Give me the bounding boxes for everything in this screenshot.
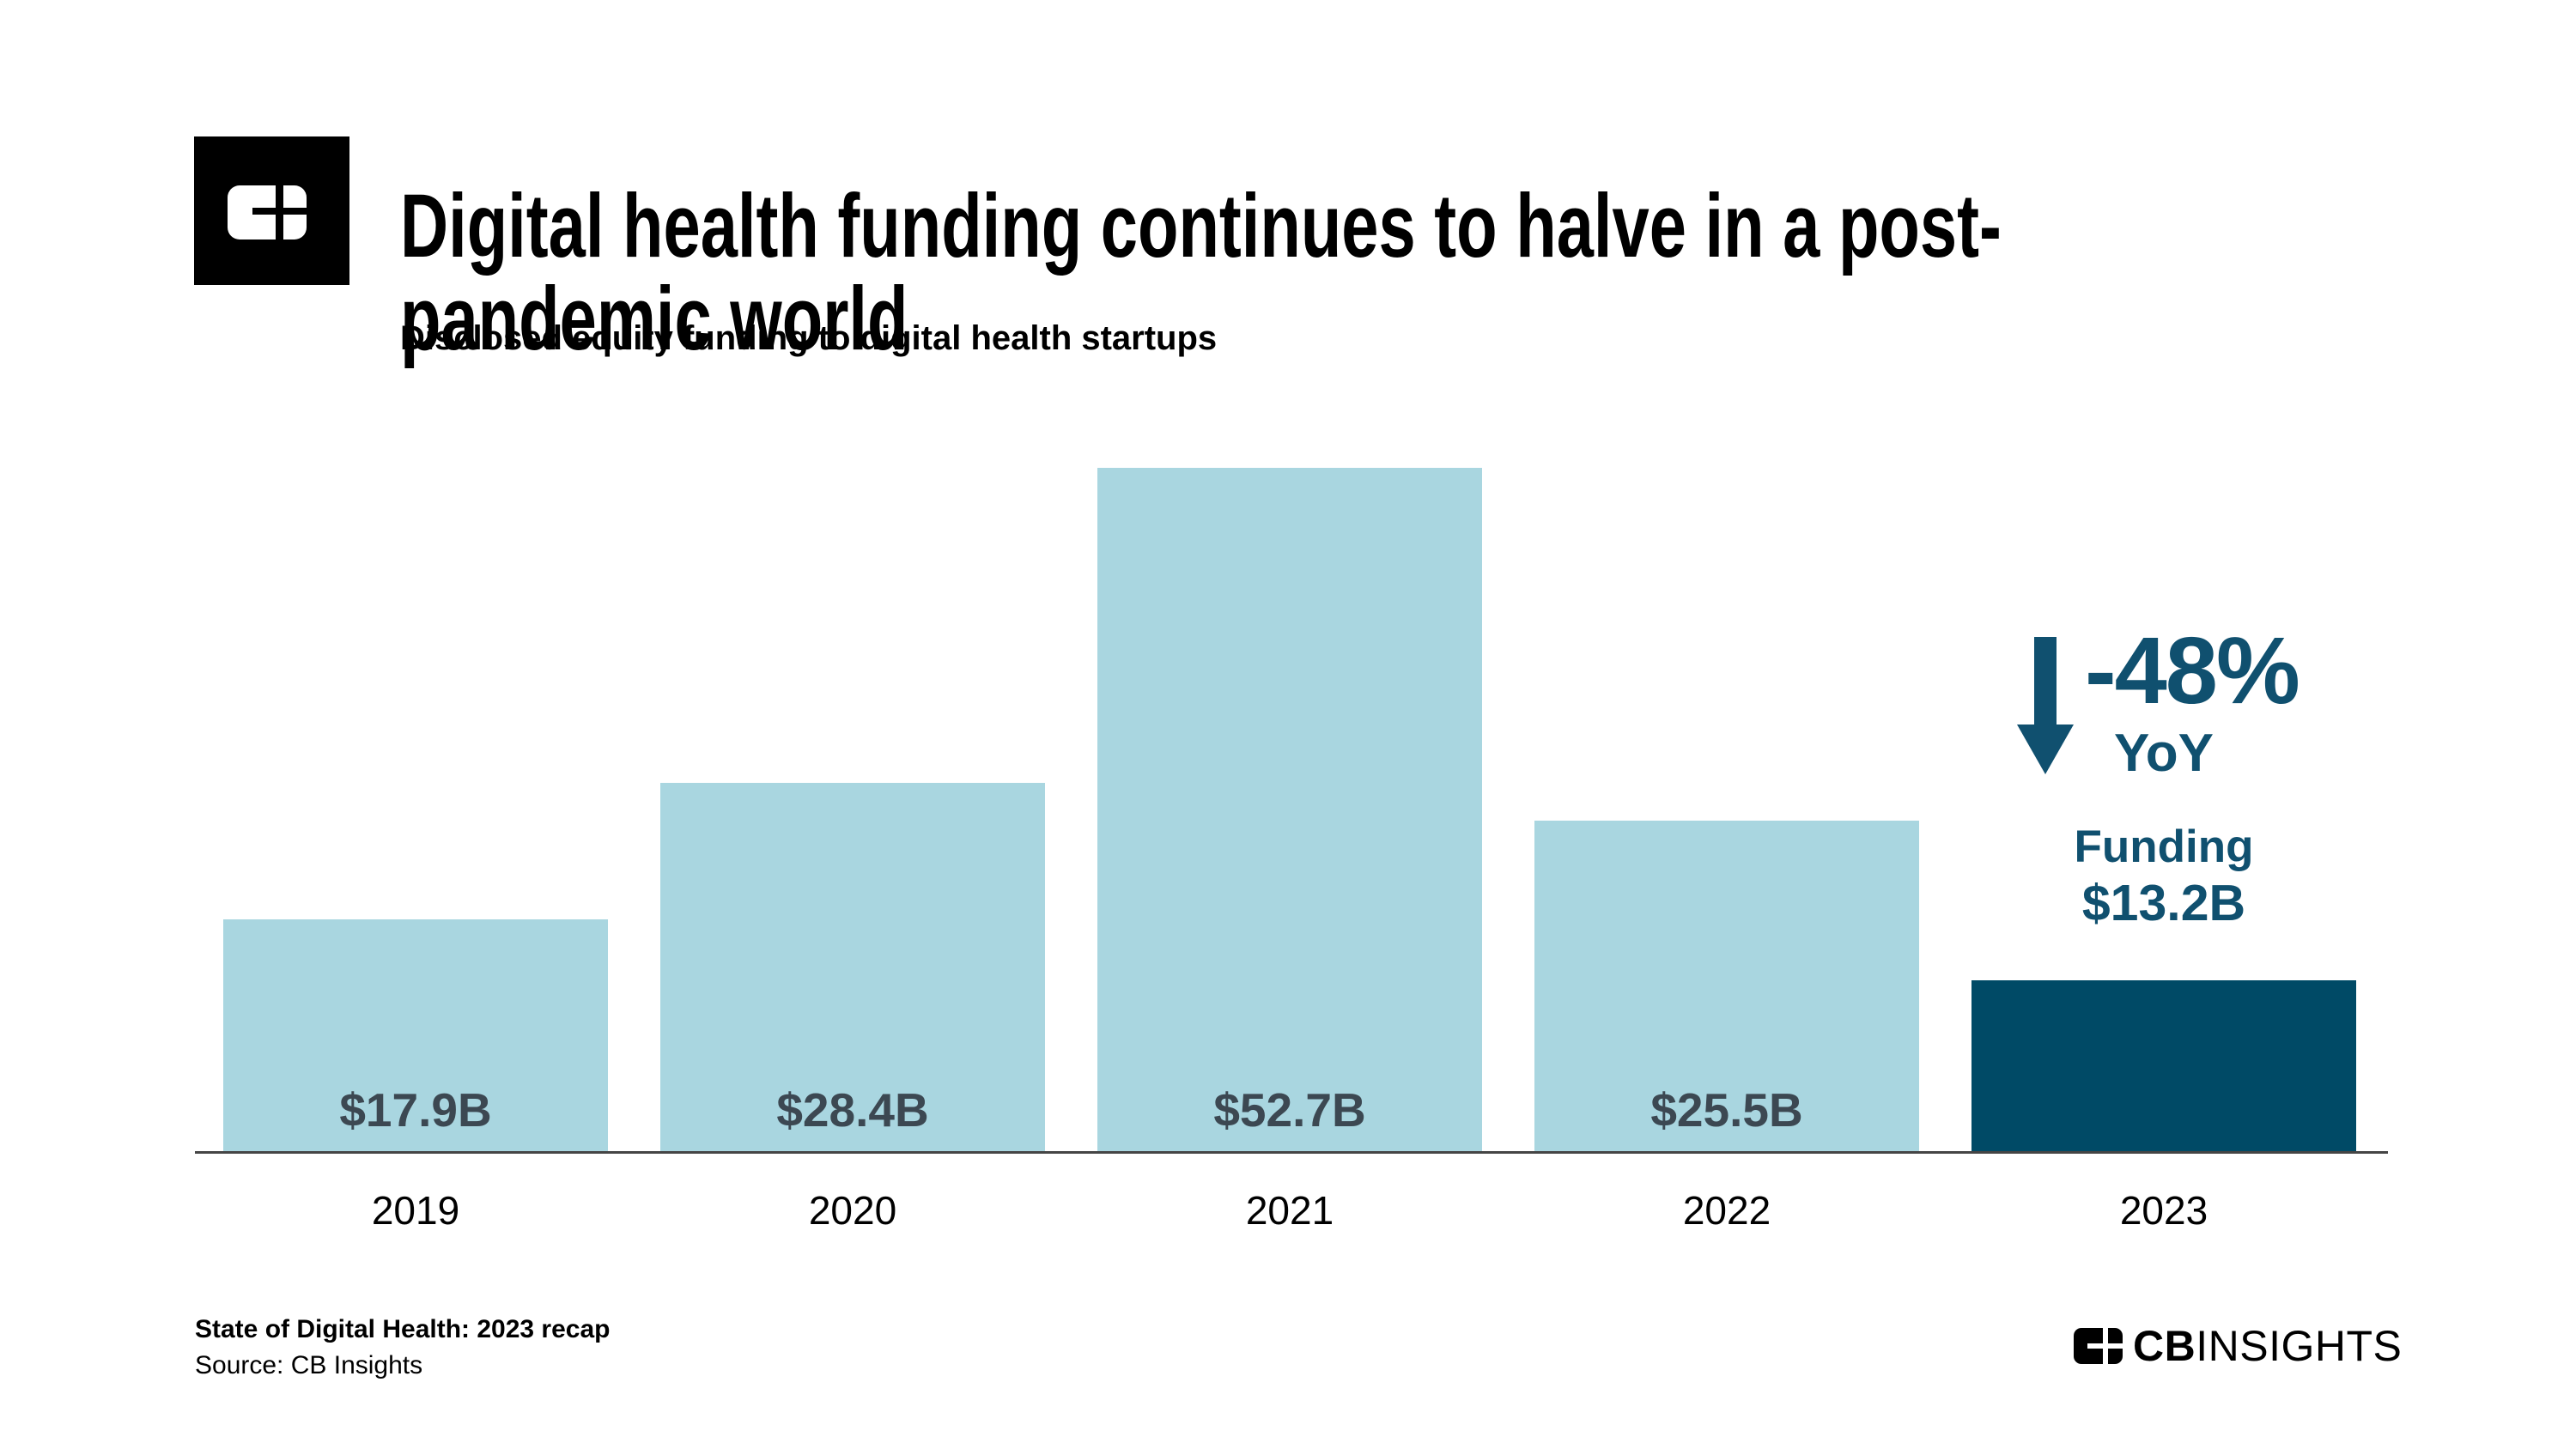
bar-2020: $28.4B xyxy=(660,783,1045,1151)
bar-2021: $52.7B xyxy=(1097,468,1482,1151)
chart-subtitle: Disclosed equity funding to digital heal… xyxy=(400,319,1218,357)
title-line-2: pandemic world xyxy=(400,269,908,370)
footer-citation: State of Digital Health: 2023 recap Sour… xyxy=(195,1312,611,1384)
cb-insights-logo-icon xyxy=(194,136,349,285)
bar-2022: $25.5B xyxy=(1534,821,1919,1151)
funding-callout-value: $13.2B xyxy=(2081,875,2246,931)
x-axis-label-2021: 2021 xyxy=(1245,1188,1334,1233)
bar-value-label-2019: $17.9B xyxy=(339,1083,492,1137)
yoy-period-label: YoY xyxy=(2114,724,2214,783)
x-axis-line xyxy=(195,1151,2388,1154)
brand-cb: CB xyxy=(2133,1322,2196,1370)
page-title: Digital health funding continues to halv… xyxy=(400,180,2154,366)
brand-insights: INSIGHTS xyxy=(2196,1322,2403,1370)
bar-value-label-2020: $28.4B xyxy=(776,1083,929,1137)
source-line: Source: CB Insights xyxy=(195,1351,423,1379)
title-line-1: Digital health funding continues to halv… xyxy=(400,176,2002,277)
bar-value-label-2021: $52.7B xyxy=(1213,1083,1366,1137)
cb-insights-wordmark: CBINSIGHTS xyxy=(2074,1322,2402,1370)
bar-value-label-2022: $25.5B xyxy=(1650,1083,1803,1137)
bar-2023 xyxy=(1971,980,2356,1151)
brand-text: CBINSIGHTS xyxy=(2133,1321,2402,1371)
cb-mark-horizontal-cut xyxy=(252,207,307,215)
x-axis-label-2020: 2020 xyxy=(808,1188,897,1233)
bar-2019: $17.9B xyxy=(223,919,608,1151)
x-axis-label-2022: 2022 xyxy=(1682,1188,1771,1233)
cb-insights-logo-icon-small xyxy=(2074,1328,2123,1364)
x-axis-label-2019: 2019 xyxy=(371,1188,460,1233)
yoy-change-value: -48% xyxy=(2085,618,2300,724)
funding-callout: Funding $13.2B xyxy=(1971,821,2356,932)
funding-callout-title: Funding xyxy=(2074,822,2254,872)
down-arrow-icon xyxy=(2017,637,2074,774)
x-axis-label-2023: 2023 xyxy=(2119,1188,2208,1233)
report-title: State of Digital Health: 2023 recap xyxy=(195,1315,611,1343)
cb-mark-shape xyxy=(227,184,307,241)
